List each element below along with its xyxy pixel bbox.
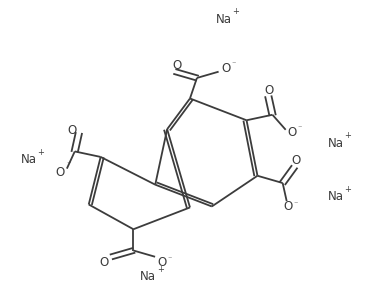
Text: Na: Na — [140, 270, 156, 283]
Text: ⁻: ⁻ — [67, 160, 71, 169]
Text: ⁻: ⁻ — [294, 199, 298, 208]
Text: O: O — [172, 59, 182, 72]
Text: Na: Na — [328, 190, 344, 203]
Text: O: O — [291, 154, 300, 167]
Text: Na: Na — [328, 136, 344, 150]
Text: +: + — [38, 148, 45, 157]
Text: ⁻: ⁻ — [231, 60, 236, 69]
Text: Na: Na — [216, 13, 232, 26]
Text: O: O — [288, 126, 297, 139]
Text: O: O — [56, 166, 65, 179]
Text: Na: Na — [21, 153, 37, 166]
Text: +: + — [157, 265, 164, 274]
Text: +: + — [232, 7, 239, 16]
Text: +: + — [344, 131, 351, 140]
Text: +: + — [344, 185, 351, 194]
Text: O: O — [284, 201, 293, 213]
Text: ⁻: ⁻ — [167, 254, 171, 264]
Text: O: O — [100, 256, 109, 269]
Text: O: O — [264, 84, 274, 97]
Text: ⁻: ⁻ — [298, 123, 302, 132]
Text: O: O — [221, 62, 231, 75]
Text: O: O — [157, 256, 166, 269]
Text: O: O — [68, 124, 77, 137]
